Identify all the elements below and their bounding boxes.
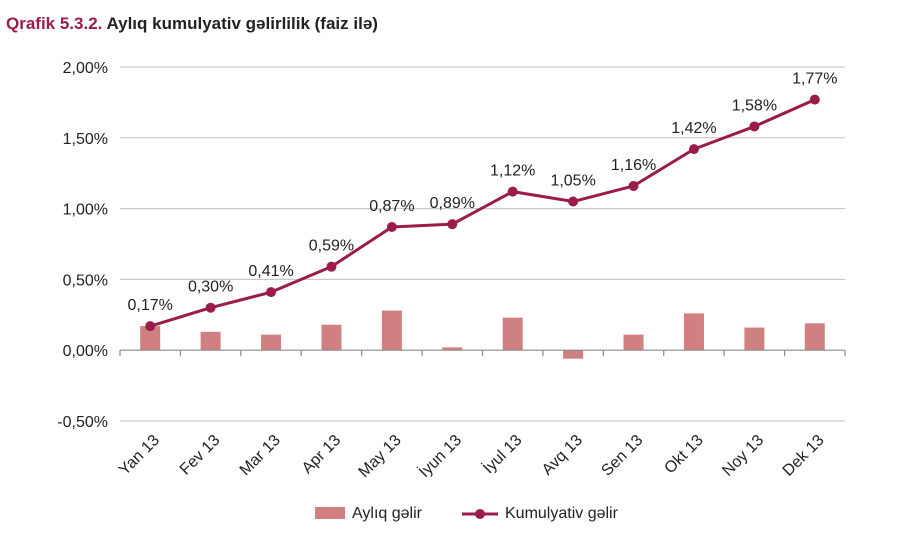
bar	[623, 334, 644, 351]
legend-swatch-aylig-gelir	[315, 507, 345, 519]
data-label: 0,30%	[188, 279, 233, 296]
bar	[381, 310, 402, 351]
x-tick-label: Mar 13	[237, 432, 284, 479]
data-label: 1,12%	[490, 163, 535, 180]
x-tick-label: Noy 13	[719, 432, 767, 480]
bar	[442, 347, 463, 351]
x-tick-label: Okt 13	[661, 432, 706, 477]
data-label: 0,87%	[369, 198, 414, 215]
y-tick-label: 0,50%	[63, 272, 108, 289]
legend-swatch-kumulyativ-marker	[475, 509, 485, 519]
data-label: 0,59%	[309, 238, 354, 255]
bar	[140, 326, 161, 351]
line-point	[326, 261, 337, 272]
y-tick-label: -0,50%	[57, 414, 108, 431]
legend-label-kumulyativ-gelir: Kumulyativ gəlir	[505, 505, 619, 522]
bar	[563, 350, 584, 359]
legend-label-aylig-gelir: Aylıq gəlir	[352, 505, 423, 522]
y-tick-label: 1,50%	[63, 131, 108, 148]
x-tick-label: Yan 13	[116, 432, 163, 479]
data-label: 1,16%	[611, 157, 656, 174]
data-label: 0,17%	[128, 297, 173, 314]
y-tick-label: 0,00%	[63, 343, 108, 360]
line-point	[205, 302, 216, 313]
line-point	[507, 186, 518, 197]
x-tick-label: Dek 13	[780, 432, 828, 480]
bar	[200, 331, 221, 351]
x-tick-label: İyun 13	[415, 430, 466, 481]
figure-title: Aylıq kumulyativ gəlirlilik (faiz ilə)	[106, 14, 378, 33]
x-tick-label: Apr 13	[299, 432, 344, 477]
x-tick-label: İyul 13	[479, 430, 526, 477]
bar	[502, 317, 523, 351]
bar	[683, 313, 704, 351]
line-point	[266, 287, 277, 298]
y-tick-label: 2,00%	[63, 60, 108, 77]
data-label: 0,41%	[248, 263, 293, 280]
line-point	[568, 196, 579, 207]
x-tick-label: Avq 13	[539, 432, 586, 479]
line-point	[386, 222, 397, 233]
data-label: 1,42%	[671, 120, 716, 137]
data-label: 1,77%	[792, 71, 837, 88]
data-label: 0,89%	[430, 195, 475, 212]
line-point	[809, 94, 820, 105]
line-point	[688, 144, 699, 155]
data-label: 1,05%	[550, 173, 595, 190]
line-point	[628, 180, 639, 191]
y-tick-label: 1,00%	[63, 202, 108, 219]
bar	[321, 324, 342, 351]
figure-number: Qrafik 5.3.2.	[6, 14, 103, 33]
x-tick-label: May 13	[356, 432, 405, 481]
bar	[744, 327, 765, 351]
series-line	[149, 98, 816, 328]
x-tick-label: Sen 13	[598, 432, 646, 480]
data-label: 1,58%	[732, 97, 777, 114]
bar	[804, 323, 825, 351]
line-point	[447, 219, 458, 230]
line-point	[145, 321, 156, 332]
chart-title: Qrafik 5.3.2. Aylıq kumulyativ gəlirlili…	[6, 14, 378, 34]
line-point	[749, 121, 760, 132]
x-tick-label: Fev 13	[177, 432, 224, 479]
bar	[261, 334, 282, 351]
